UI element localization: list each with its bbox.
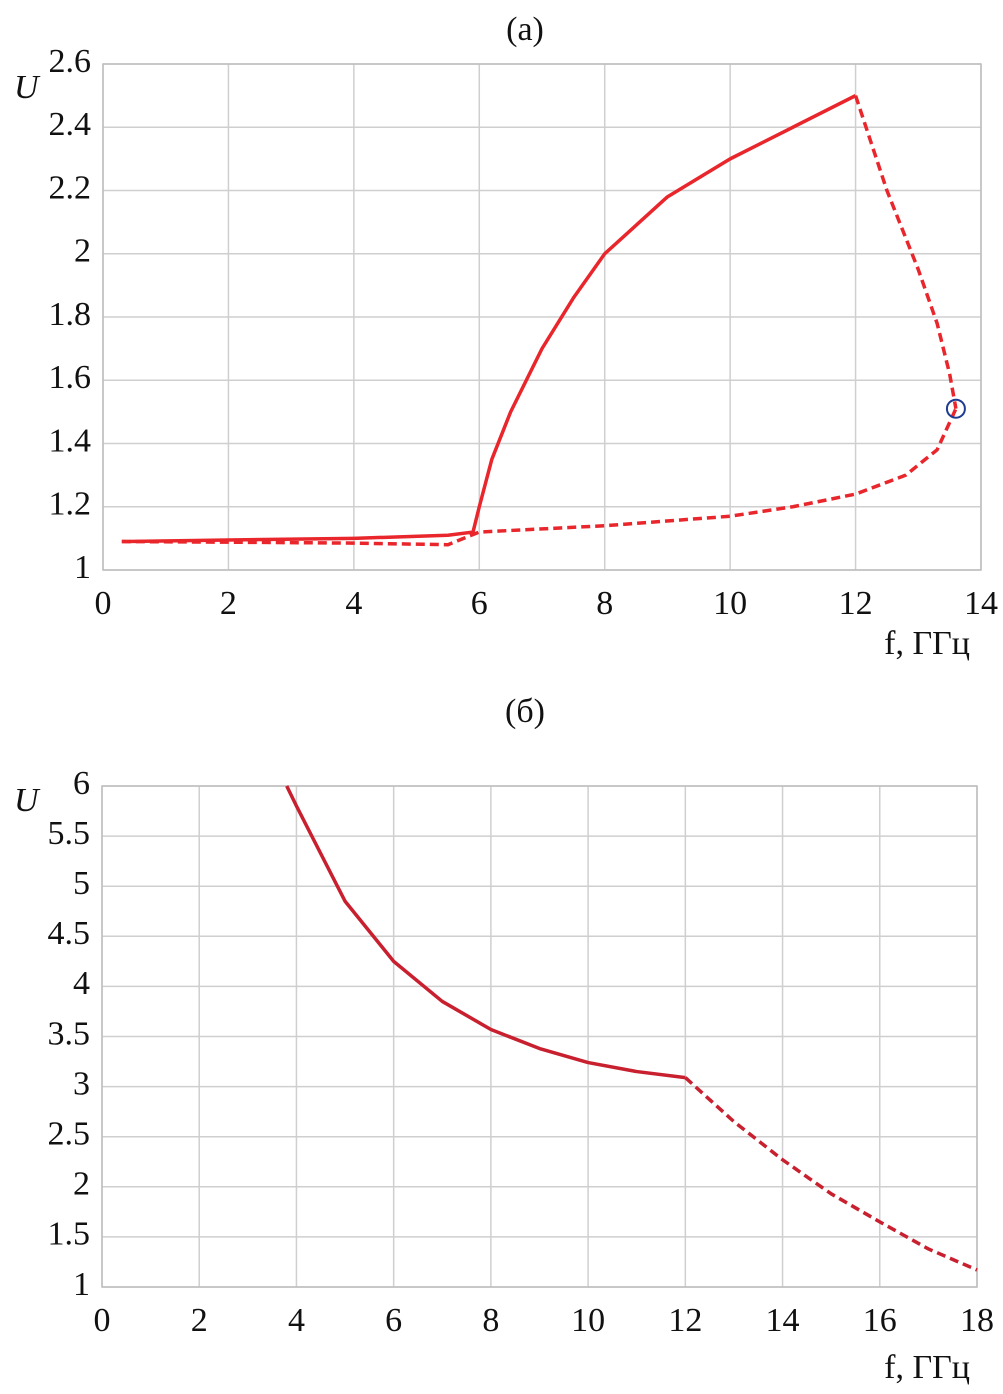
y-tick-label: 5.5	[48, 815, 91, 852]
y-tick-label: 2.2	[49, 169, 92, 206]
x-tick-label: 14	[766, 1302, 800, 1339]
y-tick-label: 2.4	[49, 106, 92, 143]
x-tick-label: 8	[482, 1302, 499, 1339]
line-series	[684, 1076, 978, 1272]
y-tick-label: 1.2	[49, 486, 92, 523]
plot-frame	[102, 63, 982, 571]
x-tick-label: 10	[713, 585, 747, 622]
x-tick-label: 2	[220, 585, 237, 622]
x-tick-label: 0	[95, 585, 112, 622]
y-tick-label: 5	[73, 865, 90, 902]
x-tick-label: 6	[471, 585, 488, 622]
x-tick-label: 16	[863, 1302, 897, 1339]
y-tick-label: 1.6	[49, 359, 92, 396]
y-tick-label: 3	[73, 1065, 90, 1102]
y-tick-label: 2	[73, 1166, 90, 1203]
line-series	[285, 785, 686, 1080]
y-tick-label: 2.5	[48, 1115, 91, 1152]
y-tick-label: 1	[74, 549, 91, 586]
line-series	[121, 407, 958, 547]
y-tick-label: 4	[73, 965, 90, 1002]
y-axis-label: U	[14, 69, 41, 106]
x-tick-label: 12	[839, 585, 873, 622]
y-axis-label: U	[14, 782, 41, 819]
line-series	[853, 95, 958, 410]
x-axis-label: f, ГГц	[884, 625, 970, 662]
y-tick-label: 1.4	[49, 422, 92, 459]
x-tick-label: 4	[345, 585, 362, 622]
y-tick-label: 2	[74, 233, 91, 270]
x-tick-label: 18	[960, 1302, 994, 1339]
y-tick-label: 1.5	[48, 1216, 91, 1253]
plot-frame	[101, 785, 978, 1288]
x-tick-label: 4	[288, 1302, 305, 1339]
y-tick-label: 1.8	[49, 296, 92, 333]
x-tick-label: 10	[571, 1302, 605, 1339]
y-tick-label: 2.6	[49, 43, 92, 80]
chart-title: (а)	[506, 11, 544, 48]
y-tick-label: 1	[73, 1266, 90, 1303]
y-tick-label: 4.5	[48, 915, 91, 952]
x-axis-label: f, ГГц	[884, 1349, 970, 1386]
x-tick-label: 0	[94, 1302, 111, 1339]
x-tick-label: 8	[596, 585, 613, 622]
x-tick-label: 6	[385, 1302, 402, 1339]
x-tick-label: 2	[191, 1302, 208, 1339]
line-series	[121, 94, 857, 544]
y-tick-label: 3.5	[48, 1015, 91, 1052]
chart-title: (б)	[505, 693, 545, 730]
point-marker	[945, 398, 966, 419]
x-tick-label: 12	[668, 1302, 702, 1339]
y-tick-label: 6	[73, 765, 90, 802]
x-tick-label: 14	[964, 585, 998, 622]
